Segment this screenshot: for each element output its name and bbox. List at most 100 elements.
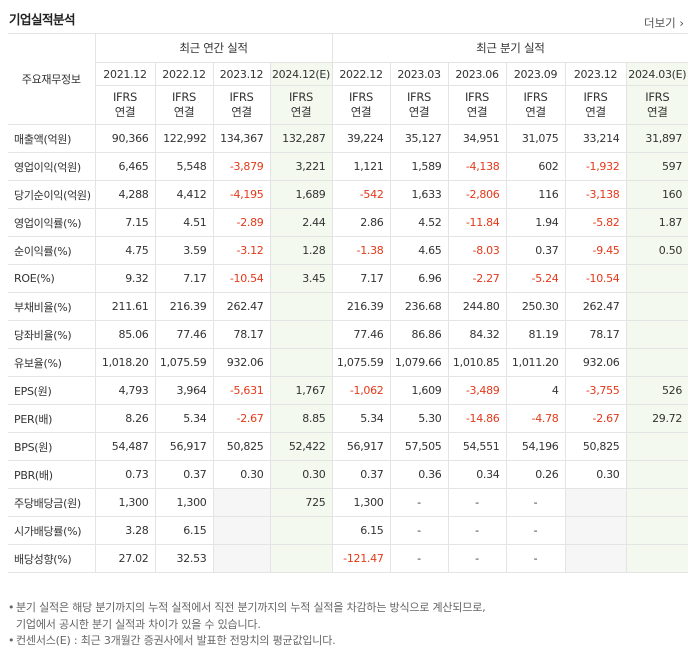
note: 컨센서스(E) : 최근 3개월간 증권사에서 발표한 전망치의 평균값입니다.	[8, 633, 485, 650]
cell: -8.03	[447, 236, 507, 265]
cell: 932.06	[212, 348, 271, 377]
standard: IFRS 연결	[95, 85, 156, 125]
cell: -	[389, 544, 449, 573]
cell: 0.34	[447, 460, 507, 489]
more-link[interactable]: 더보기	[644, 15, 684, 31]
cell	[625, 320, 689, 349]
data-row: 주당배당금(원) 1,300 1,300 725 1,300- - -	[8, 488, 689, 517]
period: 2023.06	[447, 62, 507, 86]
cell	[564, 544, 627, 573]
cell: 5.34	[331, 404, 391, 433]
cell: 244.80	[447, 292, 507, 321]
cell	[269, 516, 333, 545]
row-label: 당좌비율(%)	[8, 320, 96, 349]
cell	[564, 516, 627, 545]
cell: 54,551	[447, 432, 507, 461]
row-label: 시가배당률(%)	[8, 516, 96, 545]
data-row: PBR(배) 0.73 0.37 0.30 0.30 0.37 0.36 0.34 0.26 0.…	[8, 460, 689, 489]
cell	[269, 292, 333, 321]
cell: 90,366	[94, 124, 156, 153]
row-label: PER(배)	[8, 404, 96, 433]
row-header: 주요재무정보	[8, 33, 96, 125]
period: 2023.12	[564, 62, 627, 86]
cell: 32.53	[154, 544, 214, 573]
cell: 0.36	[389, 460, 449, 489]
cell: 116	[505, 180, 566, 209]
cell: 597	[625, 152, 689, 181]
cell: 1,121	[331, 152, 391, 181]
standard-text: IFRS	[406, 90, 432, 104]
note: 분기 실적은 해당 분기까지의 누적 실적에서 직전 분기까지의 누적 실적을 …	[8, 600, 486, 633]
cell: 56,917	[331, 432, 391, 461]
data-row: ROE(%) 9.32 7.17 -10.54 3.45 7.17 6.96 -2.27 -5.…	[8, 264, 689, 293]
standard: IFRS 연결	[447, 85, 507, 125]
cell	[625, 432, 689, 461]
cell: 1.87	[625, 208, 689, 237]
cell: 34,951	[447, 124, 507, 153]
data-row: PER(배) 8.26 5.34 -2.67 8.85 5.34 5.30 -14.86 -4.…	[8, 404, 689, 433]
data-row: 당기순이익(억원) 4,288 4,412 -4,195 1,689 -542 1,633-…	[8, 180, 689, 209]
standard-text: 연결	[647, 105, 668, 119]
cell: 1,075.59	[331, 348, 391, 377]
cell	[625, 460, 689, 489]
cell: 216.39	[154, 292, 214, 321]
data-row: 유보율(%) 1,018.20 1,075.59 932.06 1,075.59 1,07…	[8, 348, 689, 377]
cell: -1,062	[331, 376, 391, 405]
cell: 3.45	[269, 264, 333, 293]
cell: 6,465	[94, 152, 156, 181]
cell: -10.54	[564, 264, 627, 293]
cell: 211.61	[94, 292, 156, 321]
data-row: 매출액(억원) 90,366 122,992 134,367 132,287 39,224…	[8, 124, 689, 153]
cell: 1,767	[269, 376, 333, 405]
row-label: 영업이익(억원)	[8, 152, 96, 181]
cell: 725	[269, 488, 333, 517]
period: 2024.12(E)	[269, 62, 333, 86]
header-row: 주요재무정보 최근 연간 실적 최근 분기 실적	[8, 33, 689, 125]
cell: 0.50	[625, 236, 689, 265]
cell: 0.37	[331, 460, 391, 489]
cell: -3,755	[564, 376, 627, 405]
cell: 6.15	[331, 516, 391, 545]
cell: 0.30	[269, 460, 333, 489]
cell: 216.39	[331, 292, 391, 321]
cell: 0.30	[212, 460, 271, 489]
cell: -10.54	[212, 264, 271, 293]
cell: 3,964	[154, 376, 214, 405]
cell: -542	[331, 180, 391, 209]
cell: 78.17	[564, 320, 627, 349]
data-row: EPS(원) 4,793 3,964 -5,631 1,767 -1,062 1,609 -3…	[8, 376, 689, 405]
cell: 27.02	[94, 544, 156, 573]
cell: 54,487	[94, 432, 156, 461]
cell: -	[447, 544, 507, 573]
group-header: 최근 연간 실적	[94, 33, 333, 63]
cell: -14.86	[447, 404, 507, 433]
data-row: 순이익률(%) 4.75 3.59 -3.12 1.28 -1.38 4.65 -8.03 0.…	[8, 236, 689, 265]
standard: IFRS 연결	[625, 85, 689, 125]
row-label: 매출액(억원)	[8, 124, 96, 153]
standard-text: IFRS	[583, 90, 608, 104]
cell: 1,300	[94, 488, 156, 517]
row-label: 유보율(%)	[8, 348, 96, 377]
cell: 4,793	[94, 376, 156, 405]
cell: 81.19	[505, 320, 566, 349]
cell: 1,075.59	[154, 348, 214, 377]
cell: -3,879	[212, 152, 271, 181]
notes: 분기 실적은 해당 분기까지의 누적 실적에서 직전 분기까지의 누적 실적을 …	[8, 600, 486, 650]
cell: -9.45	[564, 236, 627, 265]
cell: 3.28	[94, 516, 156, 545]
cell: 2.44	[269, 208, 333, 237]
cell: 160	[625, 180, 689, 209]
cell: 262.47	[564, 292, 627, 321]
cell: 134,367	[212, 124, 271, 153]
standard-text: IFRS	[464, 90, 490, 104]
standard: IFRS 연결	[212, 85, 271, 125]
standard-text: 연결	[466, 105, 488, 119]
standard-text: IFRS	[645, 90, 670, 104]
cell: 1,011.20	[505, 348, 566, 377]
cell	[625, 516, 689, 545]
cell: 4,288	[94, 180, 156, 209]
cell: -	[447, 488, 507, 517]
standard-text: 연결	[585, 105, 606, 119]
note-line: 분기 실적은 해당 분기까지의 누적 실적에서 직전 분기까지의 누적 실적을 …	[16, 601, 486, 614]
cell: 7.15	[94, 208, 156, 237]
